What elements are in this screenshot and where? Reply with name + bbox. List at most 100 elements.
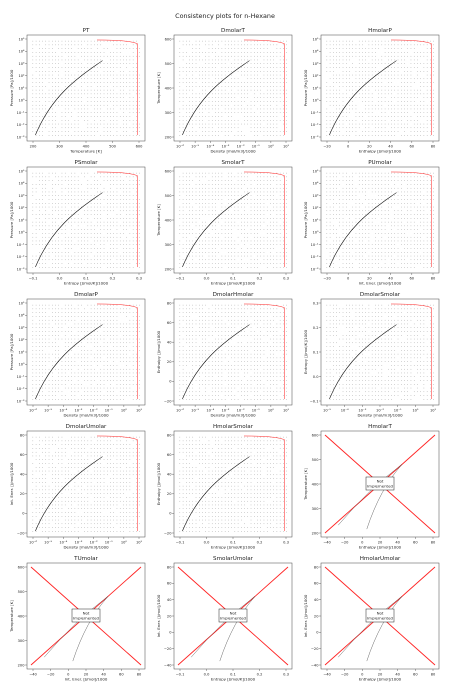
x-tick-label: 40 xyxy=(388,277,393,281)
y-tick-label: 60 xyxy=(20,453,25,457)
x-tick-label: 10⁻⁴ xyxy=(206,409,214,413)
y-tick-label: 0 xyxy=(169,512,172,516)
y-tick-label: 400 xyxy=(312,482,320,486)
not-implemented-frame xyxy=(218,608,248,623)
y-tick-label: −0.1 xyxy=(310,399,319,403)
y-tick-label: 40 xyxy=(167,598,172,602)
panel-hmolarsmolar: HmolarSmolar −0.1 0.0 0.1 0.2 0.3 −20 0 20 40 60 80… xyxy=(156,424,293,550)
y-tick-label: 10⁻³ xyxy=(311,267,319,271)
x-axis-label: Enthalpy [J/mol]/1000 xyxy=(359,149,402,154)
x-tick-label: 10⁻⁵ xyxy=(44,541,52,545)
panel-hmolarumolar: HmolarUmolar −40 −20 0 20 40 60 80 −40 −20 0 20 40 60… xyxy=(303,556,440,682)
data-points xyxy=(179,304,287,400)
y-tick-label: 10⁻¹ xyxy=(17,243,25,247)
x-axis-label: Int. Ener. [J/mol]/1000 xyxy=(65,677,108,682)
y-tick-label: 10⁰ xyxy=(18,231,25,235)
not-implemented-frame xyxy=(365,476,395,491)
x-tick-label: 0.2 xyxy=(110,277,116,281)
y-tick-label: 10⁴ xyxy=(18,314,25,318)
x-tick-label: 60 xyxy=(413,673,418,677)
panel-tumolar: TUmolar −40 −20 0 20 40 60 80 200 300 400 500 600 Int… xyxy=(9,556,146,682)
x-tick-label: 40 xyxy=(395,541,400,545)
panel-dmolarsmolar: DmolarSmolar 10⁻⁵ 10⁻⁴ 10⁻³ 10⁻² 10⁻¹ 10⁰ 10¹ −0… xyxy=(303,292,440,418)
x-tick-label: 80 xyxy=(431,145,436,149)
y-tick-label: 200 xyxy=(165,135,173,139)
y-axis-label: Int. Ener. [J/mol]/1000 xyxy=(156,594,161,637)
data-points xyxy=(32,436,140,532)
y-tick-label: 10⁻³ xyxy=(17,135,25,139)
y-tick-label: 20 xyxy=(20,492,25,496)
panel-title: HmolarUmolar xyxy=(360,556,401,562)
x-tick-label: 10⁰ xyxy=(268,409,275,413)
x-tick-label: 10⁻³ xyxy=(74,409,82,413)
panel-title: DmolarP xyxy=(74,292,98,298)
plot-frame xyxy=(26,430,146,538)
data-points xyxy=(179,40,287,136)
x-tick-label: 0.0 xyxy=(204,673,210,677)
x-tick-label: 400 xyxy=(83,145,91,149)
y-tick-label: 600 xyxy=(18,565,26,569)
x-tick-label: 10⁻¹ xyxy=(394,409,402,413)
panel-title: PSmolar xyxy=(74,160,98,166)
y-tick-label: 60 xyxy=(167,321,172,325)
saturation-curve xyxy=(35,324,103,400)
y-tick-label: 200 xyxy=(312,531,320,535)
sketch-curve xyxy=(44,596,109,658)
y-tick-label: 10⁴ xyxy=(312,182,319,186)
boundary-line xyxy=(390,303,432,400)
x-tick-label: 0.0 xyxy=(204,277,210,281)
y-tick-label: 10⁰ xyxy=(312,99,319,103)
not-implemented-text: Not xyxy=(377,611,384,616)
x-tick-label: 10⁻² xyxy=(376,409,384,413)
y-tick-label: 400 xyxy=(165,86,173,90)
x-tick-label: 0.3 xyxy=(136,277,142,281)
x-tick-label: 80 xyxy=(431,673,436,677)
y-tick-label: 80 xyxy=(167,433,172,437)
y-tick-label: 10⁻³ xyxy=(17,399,25,403)
y-tick-label: 10³ xyxy=(18,62,25,66)
y-tick-label: 0.3 xyxy=(313,301,319,305)
y-axis-label: Enthalpy [J/mol]/1000 xyxy=(156,330,161,373)
y-tick-label: 10⁻¹ xyxy=(17,375,25,379)
y-axis-label: Temperature [K] xyxy=(156,72,161,105)
y-tick-label: −20 xyxy=(17,531,25,535)
saturation-curve xyxy=(35,60,103,136)
x-tick-label: 10⁻⁶ xyxy=(176,145,184,149)
y-tick-label: 400 xyxy=(165,218,173,222)
panel-smolart: SmolarT −0.1 0.0 0.1 0.2 0.3 200 300 400 500 600 En… xyxy=(156,160,293,286)
y-tick-label: 10³ xyxy=(312,194,319,198)
x-tick-label: 10⁻⁴ xyxy=(59,409,67,413)
x-tick-label: 0 xyxy=(347,277,350,281)
y-tick-label: 10⁵ xyxy=(18,301,25,305)
x-axis-label: Entropy [J/mol/K]/1000 xyxy=(211,677,256,682)
y-tick-label: 500 xyxy=(18,590,26,594)
y-tick-label: 0.1 xyxy=(313,350,319,354)
saturation-curve xyxy=(329,60,397,136)
x-axis-label: Entropy [J/mol/K]/1000 xyxy=(211,281,256,286)
boundary-line xyxy=(243,39,285,136)
x-tick-label: 10⁻² xyxy=(237,409,245,413)
sketch-curve xyxy=(366,464,403,530)
panel-smolarumolar: SmolarUmolar −0.1 0.0 0.1 0.2 0.3 −40 −20 0 20 40 6… xyxy=(156,556,293,682)
x-tick-label: 10⁻² xyxy=(90,541,98,545)
x-tick-label: 10⁰ xyxy=(412,409,419,413)
x-axis-label: Density [mol/m3]/1000 xyxy=(63,413,109,418)
x-axis-label: Enthalpy [J/mol]/1000 xyxy=(359,677,402,682)
plot-frame xyxy=(173,34,293,142)
x-tick-label: 10⁻¹ xyxy=(105,409,113,413)
sketch-curve xyxy=(338,596,403,658)
x-tick-label: 0 xyxy=(347,145,350,149)
x-tick-label: −40 xyxy=(323,673,331,677)
panel-title: DmolarT xyxy=(221,28,245,34)
y-tick-label: 10⁰ xyxy=(312,231,319,235)
y-axis-label: Pressure [Pa]/1000 xyxy=(303,69,308,106)
y-tick-label: 500 xyxy=(312,458,320,462)
y-tick-label: 10⁻² xyxy=(17,387,25,391)
y-axis-label: Enthalpy [J/mol]/1000 xyxy=(156,462,161,505)
y-tick-label: −40 xyxy=(311,663,319,667)
y-tick-label: 0 xyxy=(169,631,172,635)
x-tick-label: 0.2 xyxy=(257,541,263,545)
